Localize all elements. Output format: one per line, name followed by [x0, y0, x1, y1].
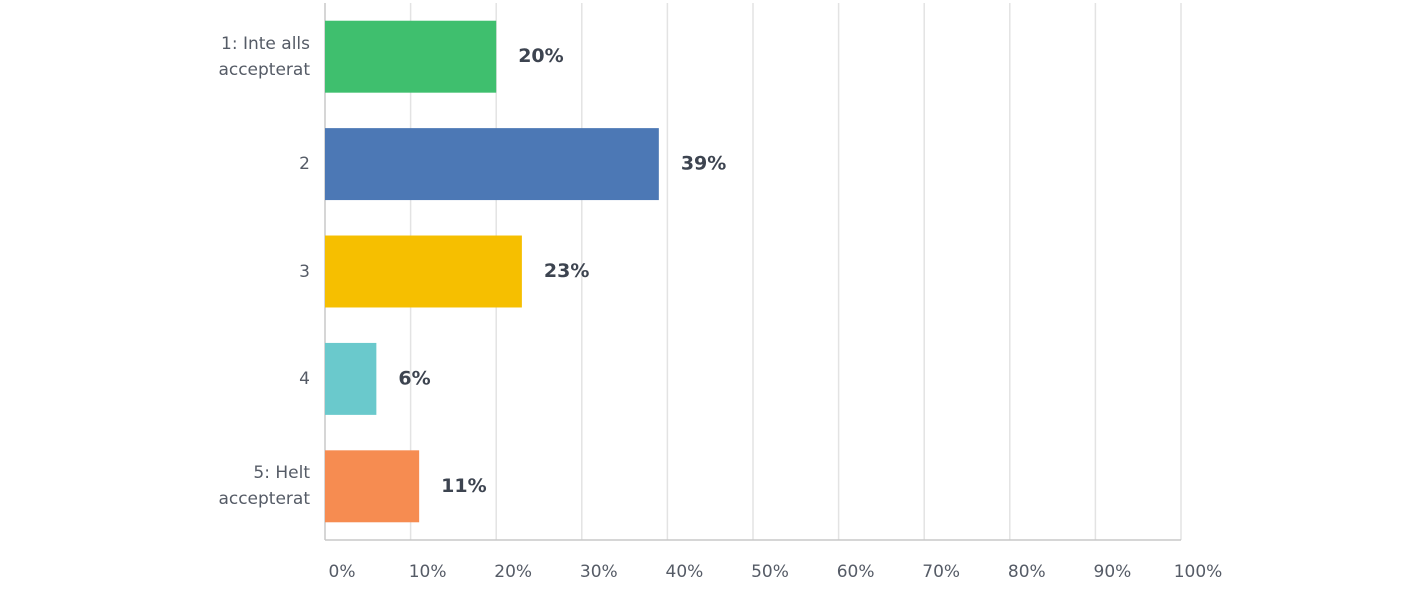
x-tick-label: 100% — [1174, 562, 1223, 582]
bar — [325, 20, 497, 93]
x-tick-label: 10% — [409, 562, 447, 582]
value-label: 11% — [441, 475, 486, 497]
bar — [325, 342, 377, 415]
value-label: 6% — [398, 367, 430, 389]
x-tick-label: 20% — [494, 562, 532, 582]
bar — [325, 128, 659, 201]
value-label: 39% — [681, 153, 726, 175]
value-label: 23% — [544, 260, 589, 282]
x-tick-label: 70% — [922, 562, 960, 582]
bar — [325, 235, 522, 308]
bar — [325, 450, 420, 523]
x-tick-label: 60% — [837, 562, 875, 582]
x-tick-label: 30% — [580, 562, 618, 582]
y-tick-label: 2 — [299, 154, 310, 175]
y-tick-label: 4 — [299, 368, 310, 389]
x-tick-label: 50% — [751, 562, 789, 582]
x-tick-label: 0% — [329, 562, 356, 582]
y-tick-label: 5: Helt accepterat — [218, 463, 310, 510]
x-tick-label: 40% — [666, 562, 704, 582]
x-tick-label: 90% — [1094, 562, 1132, 582]
y-tick-label: 1: Inte alls accepterat — [218, 33, 310, 80]
x-tick-label: 80% — [1008, 562, 1046, 582]
y-tick-label: 3 — [299, 261, 310, 282]
value-label: 20% — [518, 45, 563, 67]
